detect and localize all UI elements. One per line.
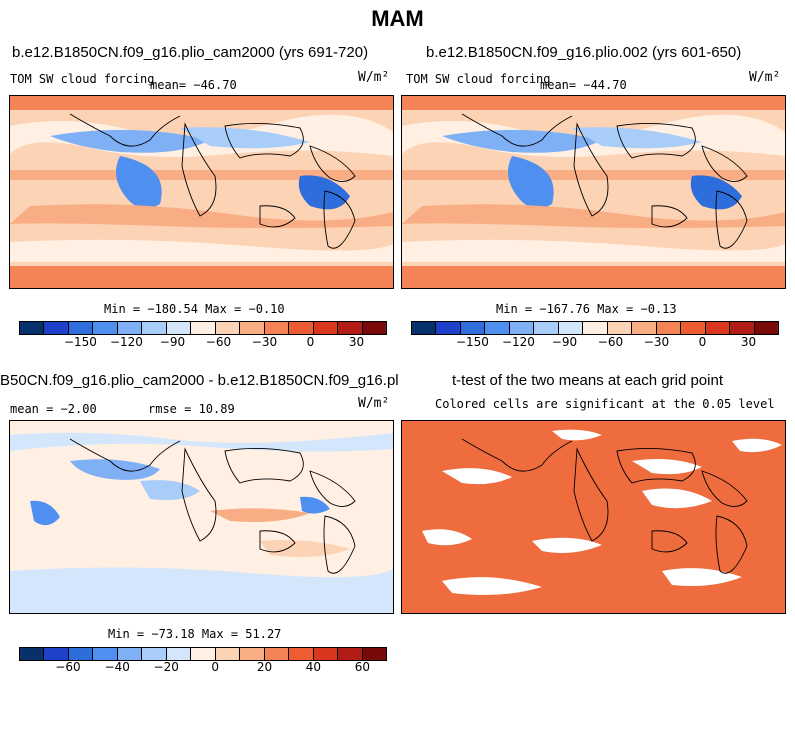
colorbar-swatch [93,648,118,660]
map-bottom-left [9,420,394,614]
figure-title: MAM [371,6,424,31]
colorbar-swatch [705,322,731,334]
colorbar-swatch [142,648,167,660]
colorbar-swatch [338,648,363,660]
colorbar-tick: 60 [354,660,370,674]
colorbar-swatch [166,648,192,660]
colorbar-swatch [20,648,45,660]
panel-title-bottom-left: B50CN.f09_g16.plio_cam2000 - b.e12.B1850… [0,372,398,389]
colorbar-tick: −40 [104,660,130,674]
panel-title-top-left: b.e12.B1850CN.f09_g16.plio_cam2000 (yrs … [12,44,369,61]
colorbar-swatch [264,322,290,334]
colorbar-swatch [656,322,682,334]
colorbar-swatch [485,322,510,334]
colorbar-swatch [338,322,363,334]
colorbar-swatch [362,322,387,334]
mean-label-top-right: mean= −44.70 [540,78,627,92]
colorbar-tick: 0 [211,660,219,674]
colorbar-ticks-top-left: −150 −120 −90 −60 −30 0 30 [19,335,387,351]
panel-subtitle-bottom-right: Colored cells are significant at the 0.0… [435,397,775,411]
colorbar-tick: 40 [305,660,322,674]
colorbar-tick: −60 [205,335,232,349]
colorbar-swatch [44,648,69,660]
colorbar-swatch [215,648,241,660]
map-bottom-right [401,420,786,614]
colorbar-tick: −120 [501,335,535,349]
minmax-label-top-left: Min = −180.54 Max = −0.10 [104,302,285,316]
colorbar-tick: 0 [306,335,315,349]
colorbar-swatch [460,322,486,334]
colorbar-top-left [19,321,387,335]
cloud-forcing-map-top-left [10,96,393,288]
units-label-top-left: W/m² [358,70,390,85]
colorbar-swatch [264,648,290,660]
colorbar-swatch [632,322,657,334]
colorbar-tick: −30 [643,335,670,349]
colorbar-tick: −20 [153,660,179,674]
colorbar-swatch [558,322,584,334]
minmax-label-bottom-left: Min = −73.18 Max = 51.27 [108,627,282,641]
panel-title-top-right: b.e12.B1850CN.f09_g16.plio.002 (yrs 601-… [426,44,742,61]
colorbar-swatch [191,648,216,660]
colorbar-swatch [166,322,192,334]
difference-map-bottom-left [10,421,393,613]
colorbar-swatch [754,322,779,334]
colorbar-swatch [730,322,755,334]
colorbar-swatch [191,322,216,334]
colorbar-swatch [215,322,241,334]
colorbar-swatch [117,648,143,660]
colorbar-tick: 0 [698,335,707,349]
panel-title-bottom-right: t-test of the two means at each grid poi… [452,372,723,389]
colorbar-swatch [142,322,167,334]
colorbar-swatch [117,322,143,334]
map-top-left [9,95,394,289]
variable-label-top-right: TOM SW cloud forcing [406,72,551,86]
cloud-forcing-map-top-right [402,96,785,288]
colorbar-ticks-top-right: −150 −120 −90 −60 −30 0 30 [411,335,779,351]
rmse-label-bottom-left: rmse = 10.89 [148,402,235,416]
colorbar-swatch [93,322,118,334]
colorbar-swatch [289,648,314,660]
units-label-bottom-left: W/m² [358,396,390,411]
colorbar-swatch [583,322,608,334]
mean-label-bottom-left: mean = −2.00 [10,402,97,416]
significance-map-bottom-right [402,421,785,613]
colorbar-swatch [412,322,437,334]
colorbar-tick: −90 [551,335,578,349]
colorbar-swatch [534,322,559,334]
colorbar-swatch [362,648,387,660]
colorbar-tick: −150 [63,335,97,349]
units-label-top-right: W/m² [749,70,781,85]
colorbar-swatch [68,322,94,334]
colorbar-swatch [436,322,461,334]
colorbar-tick: −60 [55,660,81,674]
colorbar-swatch [313,648,339,660]
colorbar-swatch [313,322,339,334]
colorbar-tick: 20 [256,660,273,674]
colorbar-swatch [607,322,633,334]
colorbar-top-right [411,321,779,335]
colorbar-swatch [44,322,69,334]
colorbar-tick: 30 [740,335,757,349]
colorbar-tick: 30 [348,335,365,349]
minmax-label-top-right: Min = −167.76 Max = −0.13 [496,302,677,316]
variable-label-top-left: TOM SW cloud forcing [10,72,155,86]
colorbar-tick: −30 [251,335,278,349]
colorbar-swatch [681,322,706,334]
colorbar-bottom-left [19,647,387,661]
colorbar-swatch [20,322,45,334]
colorbar-swatch [509,322,535,334]
colorbar-ticks-bottom-left: −60 −40 −20 0 20 40 60 [19,660,387,676]
mean-label-top-left: mean= −46.70 [150,78,237,92]
colorbar-tick: −60 [597,335,624,349]
colorbar-tick: −150 [455,335,489,349]
colorbar-swatch [240,322,265,334]
colorbar-tick: −120 [109,335,143,349]
colorbar-swatch [68,648,94,660]
map-top-right [401,95,786,289]
colorbar-swatch [240,648,265,660]
colorbar-swatch [289,322,314,334]
colorbar-tick: −90 [159,335,186,349]
